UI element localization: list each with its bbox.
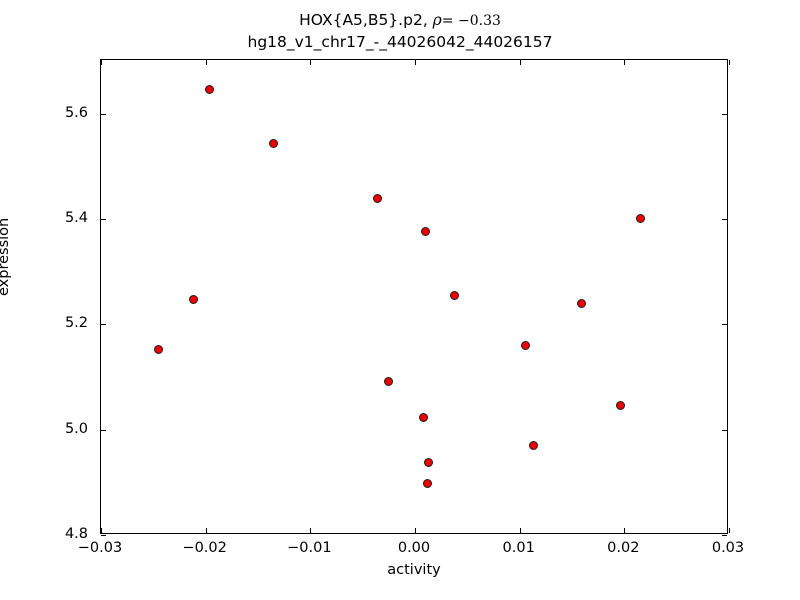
data-point: [384, 377, 394, 387]
x-axis-tick-label: 0.03: [711, 540, 745, 556]
y-axis-tick-label: 5.4: [64, 210, 88, 227]
chart-title: HOX{A5,B5}.p2, ρ= −0.33 hg18_v1_chr17_-_…: [0, 10, 800, 53]
x-axis-tick-mark: [101, 60, 102, 65]
y-axis-tick-mark: [101, 535, 106, 536]
rho-symbol: ρ: [432, 11, 442, 29]
x-axis-tick-label: −0.02: [182, 540, 227, 556]
scatter-points-layer: [101, 60, 727, 533]
y-axis-tick-mark: [722, 324, 727, 326]
x-axis-tick-label: 0.00: [397, 540, 431, 556]
x-axis-tick-mark: [101, 528, 102, 533]
data-point: [418, 412, 428, 422]
data-point: [576, 298, 586, 308]
x-axis-tick-label: 0.01: [502, 540, 535, 556]
x-axis-tick-mark: [729, 60, 730, 65]
data-point: [188, 294, 198, 304]
x-axis-tick-mark: [519, 60, 521, 65]
y-axis-tick-mark: [101, 429, 106, 431]
data-point: [420, 226, 430, 236]
y-axis-tick-mark: [722, 535, 727, 536]
x-axis-label: activity: [387, 562, 441, 578]
x-axis-tick-label: 0.02: [607, 540, 640, 556]
x-axis-tick-mark: [205, 528, 207, 533]
y-axis-tick-mark: [101, 219, 106, 221]
data-point: [635, 214, 645, 224]
y-axis-tick-mark: [722, 113, 727, 115]
x-axis-tick-mark: [729, 528, 730, 533]
data-point: [269, 138, 279, 148]
y-axis-tick-mark: [722, 429, 727, 431]
x-axis-tick-mark: [310, 60, 312, 65]
x-axis-tick-mark: [519, 528, 521, 533]
x-axis-tick-mark: [205, 60, 207, 65]
y-axis-tick-label: 5.0: [64, 420, 88, 437]
data-point: [205, 85, 215, 95]
data-point: [450, 291, 460, 301]
y-axis-tick-label: 5.6: [64, 104, 88, 121]
data-point: [528, 440, 538, 450]
data-point: [372, 194, 382, 204]
chart-subtitle: hg18_v1_chr17_-_44026042_44026157: [247, 33, 553, 51]
y-axis-tick-mark: [101, 324, 106, 326]
x-axis-tick-mark: [415, 528, 416, 533]
y-axis-tick-mark: [101, 113, 106, 115]
data-point: [423, 478, 433, 488]
y-axis-tick-mark: [722, 219, 727, 221]
y-axis-label: expression: [0, 217, 12, 296]
x-axis-tick-mark: [310, 528, 312, 533]
chart-title-line-1: HOX{A5,B5}.p2, ρ= −0.33: [0, 10, 800, 32]
rho-value: = −0.33: [441, 13, 501, 29]
data-point: [424, 457, 434, 467]
plot-axes-frame: [100, 59, 730, 536]
data-point: [615, 400, 625, 410]
y-axis-tick-label: 5.2: [64, 315, 88, 332]
x-axis-tick-label: −0.01: [287, 540, 332, 556]
y-axis-tick-label: 4.8: [64, 526, 88, 542]
x-axis-tick-label: −0.03: [77, 540, 123, 556]
data-point: [154, 345, 164, 355]
x-axis-tick-mark: [624, 60, 626, 65]
x-axis-tick-mark: [415, 60, 416, 65]
x-axis-tick-mark: [624, 528, 626, 533]
chart-title-main: HOX{A5,B5}.p2,: [299, 11, 433, 29]
data-point: [521, 340, 531, 350]
